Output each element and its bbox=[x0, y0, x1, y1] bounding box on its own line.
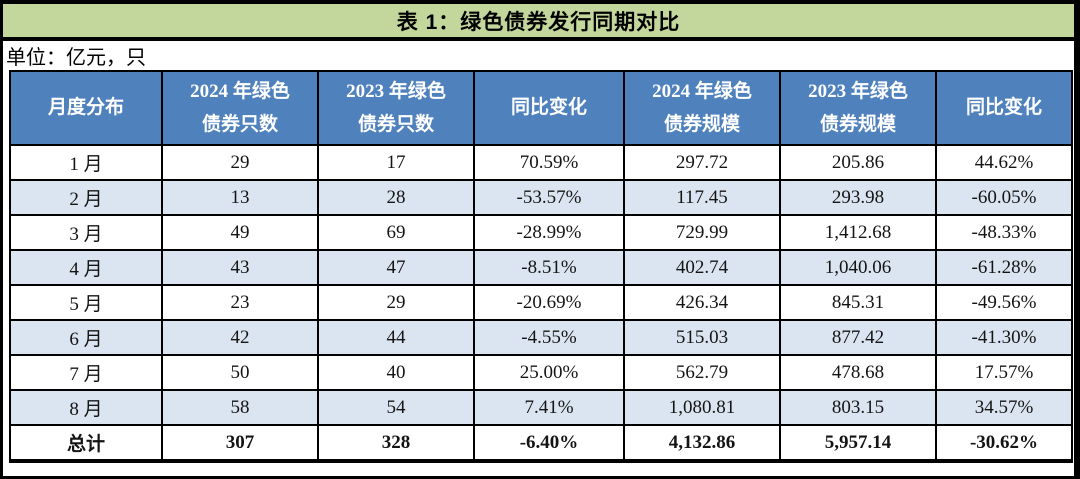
table-cell: 总计 bbox=[9, 424, 163, 463]
table-row: 1 月 29 17 70.59% 297.72 205.86 44.62% bbox=[9, 144, 1073, 181]
table-row: 5 月 23 29 -20.69% 426.34 845.31 -49.56% bbox=[9, 284, 1073, 321]
table-cell: 17 bbox=[317, 144, 475, 181]
table-cell: 3 月 bbox=[9, 214, 163, 251]
table-cell: 69 bbox=[317, 214, 475, 251]
table-cell: -20.69% bbox=[473, 284, 625, 321]
column-header-label: 债券只数 bbox=[357, 114, 434, 135]
column-header-yoy-count: 同比变化 bbox=[473, 70, 625, 146]
table-row: 7 月 50 40 25.00% 562.79 478.68 17.57% bbox=[9, 354, 1073, 391]
total-row: 总计 307 328 -6.40% 4,132.86 5,957.14 -30.62% bbox=[9, 424, 1073, 463]
table-row: 2 月 13 28 -53.57% 117.45 293.98 -60.05% bbox=[9, 179, 1073, 216]
header-row: 月度分布 2024 年绿色 债券只数 2023 年绿色 债券只数 同比变化 20… bbox=[9, 70, 1073, 146]
column-header-label: 同比变化 bbox=[965, 97, 1042, 119]
table-cell: -49.56% bbox=[935, 284, 1073, 321]
column-header-label: 债券只数 bbox=[201, 114, 278, 135]
table-row: 4 月 43 47 -8.51% 402.74 1,040.06 -61.28% bbox=[9, 249, 1073, 286]
table-cell: 307 bbox=[161, 424, 319, 463]
table-cell: -6.40% bbox=[473, 424, 625, 463]
column-header-yoy-scale: 同比变化 bbox=[935, 70, 1073, 146]
column-header-2023-scale: 2023 年绿色 债券规模 bbox=[779, 70, 937, 146]
table-cell: -8.51% bbox=[473, 249, 625, 286]
bottom-spacer bbox=[3, 463, 1074, 476]
column-header-label: 同比变化 bbox=[510, 97, 587, 119]
table-cell: 478.68 bbox=[779, 354, 937, 391]
table-cell: 2 月 bbox=[9, 179, 163, 216]
table-cell: 29 bbox=[317, 284, 475, 321]
table-cell: -28.99% bbox=[473, 214, 625, 251]
table-cell: 42 bbox=[161, 319, 319, 356]
table-cell: 25.00% bbox=[473, 354, 625, 391]
column-header-2024-count: 2024 年绿色 债券只数 bbox=[161, 70, 319, 146]
table-cell: 49 bbox=[161, 214, 319, 251]
table-cell: 426.34 bbox=[623, 284, 781, 321]
table-cell: 8 月 bbox=[9, 389, 163, 426]
table-cell: 205.86 bbox=[779, 144, 937, 181]
table-cell: 70.59% bbox=[473, 144, 625, 181]
table-cell: 328 bbox=[317, 424, 475, 463]
table-cell: 1,040.06 bbox=[779, 249, 937, 286]
column-header-label: 债券规模 bbox=[819, 114, 896, 135]
column-header-label: 2023 年绿色 bbox=[808, 80, 908, 102]
table-row: 8 月 58 54 7.41% 1,080.81 803.15 34.57% bbox=[9, 389, 1073, 426]
table-cell: 562.79 bbox=[623, 354, 781, 391]
table-cell: 54 bbox=[317, 389, 475, 426]
column-header-label: 2023 年绿色 bbox=[346, 80, 446, 102]
column-header-month: 月度分布 bbox=[9, 70, 163, 146]
table-cell: 7 月 bbox=[9, 354, 163, 391]
table-cell: 5 月 bbox=[9, 284, 163, 321]
table-cell: -41.30% bbox=[935, 319, 1073, 356]
table-cell: 29 bbox=[161, 144, 319, 181]
table-cell: 13 bbox=[161, 179, 319, 216]
table-cell: 23 bbox=[161, 284, 319, 321]
table-cell: -53.57% bbox=[473, 179, 625, 216]
table-cell: 43 bbox=[161, 249, 319, 286]
table-cell: 877.42 bbox=[779, 319, 937, 356]
table-cell: 44 bbox=[317, 319, 475, 356]
table-cell: 5,957.14 bbox=[779, 424, 937, 463]
table-cell: -4.55% bbox=[473, 319, 625, 356]
table-title: 表 1：绿色债券发行同期对比 bbox=[396, 10, 681, 34]
table-title-bar: 表 1：绿色债券发行同期对比 bbox=[3, 4, 1074, 41]
table-row: 6 月 42 44 -4.55% 515.03 877.42 -41.30% bbox=[9, 319, 1073, 356]
green-bond-comparison-table: 月度分布 2024 年绿色 债券只数 2023 年绿色 债券只数 同比变化 20… bbox=[9, 70, 1073, 463]
table-cell: 1 月 bbox=[9, 144, 163, 181]
table-cell: 50 bbox=[161, 354, 319, 391]
table-cell: 515.03 bbox=[623, 319, 781, 356]
table-cell: 1,412.68 bbox=[779, 214, 937, 251]
table-cell: 34.57% bbox=[935, 389, 1073, 426]
table-cell: 729.99 bbox=[623, 214, 781, 251]
table-cell: 803.15 bbox=[779, 389, 937, 426]
table-cell: 40 bbox=[317, 354, 475, 391]
column-header-2024-scale: 2024 年绿色 债券规模 bbox=[623, 70, 781, 146]
table-cell: 6 月 bbox=[9, 319, 163, 356]
table-cell: 47 bbox=[317, 249, 475, 286]
table-cell: -60.05% bbox=[935, 179, 1073, 216]
table-cell: 7.41% bbox=[473, 389, 625, 426]
table-cell: -30.62% bbox=[935, 424, 1073, 463]
table-cell: 845.31 bbox=[779, 284, 937, 321]
table-cell: 28 bbox=[317, 179, 475, 216]
column-header-label: 2024 年绿色 bbox=[190, 80, 290, 102]
table-cell: -61.28% bbox=[935, 249, 1073, 286]
table-row: 3 月 49 69 -28.99% 729.99 1,412.68 -48.33% bbox=[9, 214, 1073, 251]
table-cell: 117.45 bbox=[623, 179, 781, 216]
table-cell: 17.57% bbox=[935, 354, 1073, 391]
table-cell: 4,132.86 bbox=[623, 424, 781, 463]
column-header-label: 债券规模 bbox=[663, 114, 740, 135]
column-header-label: 月度分布 bbox=[47, 97, 124, 119]
table-cell: -48.33% bbox=[935, 214, 1073, 251]
column-header-2023-count: 2023 年绿色 债券只数 bbox=[317, 70, 475, 146]
table-cell: 402.74 bbox=[623, 249, 781, 286]
table-cell: 4 月 bbox=[9, 249, 163, 286]
table-cell: 293.98 bbox=[779, 179, 937, 216]
table-cell: 44.62% bbox=[935, 144, 1073, 181]
column-header-label: 2024 年绿色 bbox=[652, 80, 752, 102]
unit-note: 单位：亿元，只 bbox=[6, 47, 146, 69]
table-cell: 297.72 bbox=[623, 144, 781, 181]
table-cell: 1,080.81 bbox=[623, 389, 781, 426]
table-cell: 58 bbox=[161, 389, 319, 426]
